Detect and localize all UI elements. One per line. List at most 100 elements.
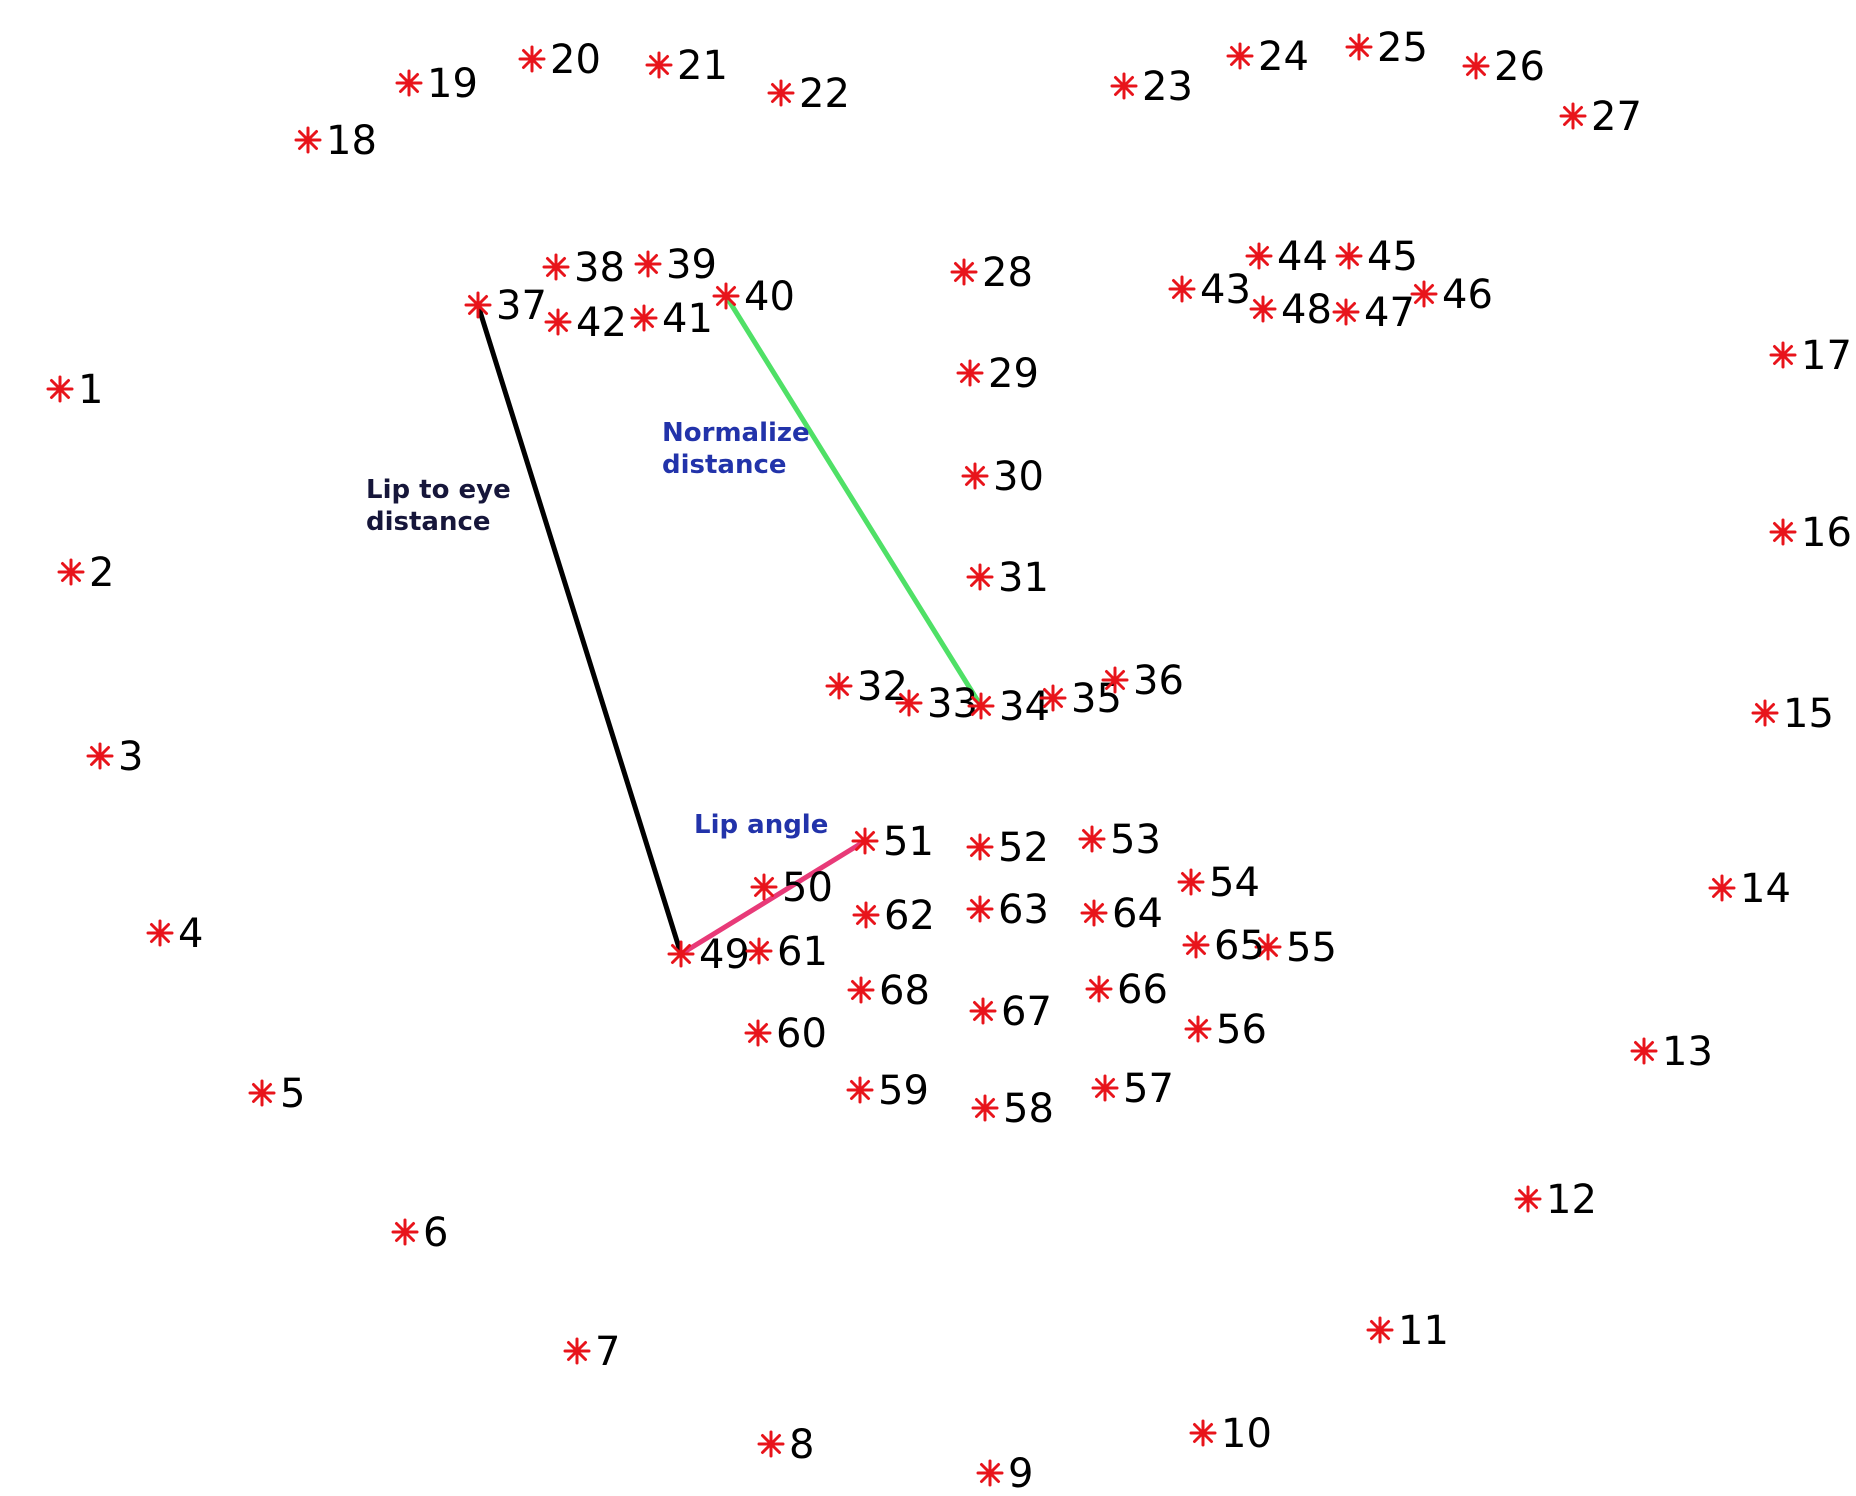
landmark-label: 2 <box>89 550 114 596</box>
landmark-label: 34 <box>999 684 1050 730</box>
landmark-label: 17 <box>1801 333 1852 379</box>
asterisk-icon <box>248 1079 276 1107</box>
asterisk-icon <box>86 742 114 770</box>
landmark-5: 5 <box>248 1071 305 1117</box>
landmark-44: 44 <box>1245 234 1328 280</box>
asterisk-icon <box>464 291 492 319</box>
landmark-label: 45 <box>1367 234 1418 280</box>
landmark-label: 59 <box>878 1068 929 1114</box>
asterisk-icon <box>767 79 795 107</box>
asterisk-icon <box>976 1459 1004 1487</box>
asterisk-icon <box>851 827 879 855</box>
landmark-36: 36 <box>1101 658 1184 704</box>
landmark-23: 23 <box>1110 64 1193 110</box>
asterisk-icon <box>1769 518 1797 546</box>
asterisk-icon <box>966 895 994 923</box>
landmark-label: 55 <box>1286 925 1337 971</box>
landmark-53: 53 <box>1078 817 1161 863</box>
landmark-48: 48 <box>1249 287 1332 333</box>
normalize-annotation-line2: distance <box>662 450 787 480</box>
landmark-49: 49 <box>667 932 750 978</box>
landmark-43: 43 <box>1168 267 1251 313</box>
landmark-54: 54 <box>1177 860 1260 906</box>
landmark-label: 30 <box>993 454 1044 500</box>
asterisk-icon <box>847 976 875 1004</box>
landmark-50: 50 <box>750 865 833 911</box>
lip-to-eye-annotation-line2: distance <box>366 507 491 537</box>
landmark-label: 6 <box>423 1210 448 1256</box>
asterisk-icon <box>645 51 673 79</box>
landmark-label: 24 <box>1258 34 1309 80</box>
landmark-label: 40 <box>744 274 795 320</box>
asterisk-icon <box>46 375 74 403</box>
asterisk-icon <box>563 1337 591 1365</box>
landmark-label: 42 <box>576 300 627 346</box>
landmark-47: 47 <box>1332 290 1415 336</box>
landmark-34: 34 <box>967 684 1050 730</box>
landmark-label: 50 <box>782 865 833 911</box>
landmark-label: 18 <box>326 118 377 164</box>
asterisk-icon <box>1462 52 1490 80</box>
landmark-label: 58 <box>1003 1086 1054 1132</box>
landmark-12: 12 <box>1514 1177 1597 1223</box>
landmark-57: 57 <box>1091 1066 1174 1112</box>
landmark-13: 13 <box>1630 1029 1713 1075</box>
asterisk-icon <box>391 1218 419 1246</box>
landmark-label: 63 <box>998 887 1049 933</box>
landmark-22: 22 <box>767 71 850 117</box>
landmark-label: 54 <box>1209 860 1260 906</box>
landmark-label: 16 <box>1801 510 1852 556</box>
landmark-label: 56 <box>1216 1007 1267 1053</box>
landmark-label: 53 <box>1110 817 1161 863</box>
landmark-58: 58 <box>971 1086 1054 1132</box>
landmark-label: 25 <box>1377 25 1428 71</box>
landmark-label: 22 <box>799 71 850 117</box>
landmark-33: 33 <box>895 681 978 727</box>
landmark-64: 64 <box>1080 891 1163 937</box>
landmark-label: 23 <box>1142 64 1193 110</box>
landmark-10: 10 <box>1189 1411 1272 1457</box>
landmark-8: 8 <box>757 1422 814 1468</box>
landmark-label: 37 <box>496 283 547 329</box>
landmark-label: 10 <box>1221 1411 1272 1457</box>
lip-angle-line <box>678 838 868 957</box>
landmark-label: 67 <box>1001 989 1052 1035</box>
landmark-label: 39 <box>666 242 717 288</box>
landmark-7: 7 <box>563 1329 620 1375</box>
asterisk-icon <box>544 308 572 336</box>
landmark-51: 51 <box>851 819 934 865</box>
landmark-label: 61 <box>777 929 828 975</box>
asterisk-icon <box>630 304 658 332</box>
landmark-16: 16 <box>1769 510 1852 556</box>
asterisk-icon <box>1410 280 1438 308</box>
asterisk-icon <box>1332 298 1360 326</box>
asterisk-icon <box>1091 1074 1119 1102</box>
asterisk-icon <box>967 692 995 720</box>
asterisk-icon <box>956 359 984 387</box>
landmark-label: 57 <box>1123 1066 1174 1112</box>
landmark-38: 38 <box>542 245 625 291</box>
landmark-label: 47 <box>1364 290 1415 336</box>
landmark-label: 62 <box>884 893 935 939</box>
landmark-31: 31 <box>966 555 1049 601</box>
landmark-40: 40 <box>712 274 795 320</box>
asterisk-icon <box>1189 1419 1217 1447</box>
landmark-label: 11 <box>1398 1308 1449 1354</box>
asterisk-icon <box>1182 931 1210 959</box>
lip-to-eye-line <box>475 302 684 957</box>
landmark-14: 14 <box>1708 866 1791 912</box>
landmark-label: 9 <box>1008 1451 1033 1496</box>
landmark-56: 56 <box>1184 1007 1267 1053</box>
asterisk-icon <box>1039 684 1067 712</box>
landmark-55: 55 <box>1254 925 1337 971</box>
asterisk-icon <box>852 901 880 929</box>
landmark-label: 46 <box>1442 272 1493 318</box>
normalize-distance-annotation: Normalize distance <box>662 418 819 480</box>
landmark-label: 36 <box>1133 658 1184 704</box>
landmark-17: 17 <box>1769 333 1852 379</box>
asterisk-icon <box>966 563 994 591</box>
landmark-52: 52 <box>966 825 1049 871</box>
asterisk-icon <box>1751 699 1779 727</box>
landmark-29: 29 <box>956 351 1039 397</box>
